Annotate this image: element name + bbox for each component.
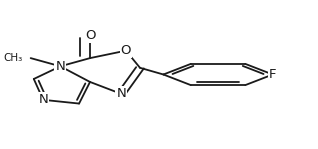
Text: N: N xyxy=(55,60,65,73)
Text: F: F xyxy=(269,68,276,81)
Text: O: O xyxy=(121,44,131,57)
Text: O: O xyxy=(85,29,95,42)
Text: CH₃: CH₃ xyxy=(3,53,23,63)
Text: N: N xyxy=(116,87,126,100)
Text: N: N xyxy=(38,93,48,106)
